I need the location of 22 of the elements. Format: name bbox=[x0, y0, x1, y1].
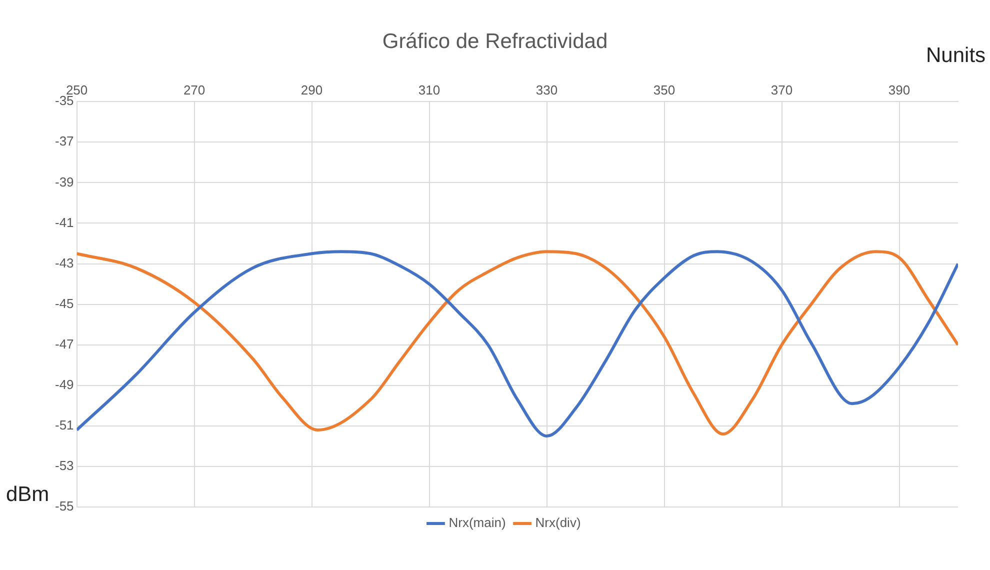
x-tick-label: 290 bbox=[300, 82, 323, 98]
chart-title: Gráfico de Refractividad bbox=[382, 30, 608, 53]
y-tick-label: -41 bbox=[54, 214, 74, 230]
x-tick-label: 330 bbox=[536, 82, 558, 98]
x-tick-label: 390 bbox=[888, 82, 910, 98]
x-tick-label: 370 bbox=[770, 82, 793, 98]
y-tick-label: -47 bbox=[54, 336, 74, 352]
y-tick-label: -45 bbox=[54, 296, 74, 311]
x-tick-label: 270 bbox=[183, 82, 206, 98]
y-tick-label: -37 bbox=[54, 134, 74, 149]
legend-label: Nrx(main) bbox=[448, 515, 506, 530]
y-tick-label: -55 bbox=[54, 498, 74, 514]
y-tick-label: -51 bbox=[54, 418, 74, 432]
legend-label: Nrx(div) bbox=[535, 515, 581, 530]
y-axis-title: dBm bbox=[6, 483, 50, 507]
y-tick-label: -43 bbox=[54, 255, 74, 270]
x-tick-label: 310 bbox=[418, 82, 440, 98]
x-tick-label: 350 bbox=[653, 82, 676, 98]
y-tick-label: -49 bbox=[54, 376, 74, 392]
y-tick-label: -39 bbox=[54, 174, 74, 190]
x-axis-title: Nunits bbox=[926, 44, 986, 68]
y-tick-label: -53 bbox=[54, 458, 74, 474]
